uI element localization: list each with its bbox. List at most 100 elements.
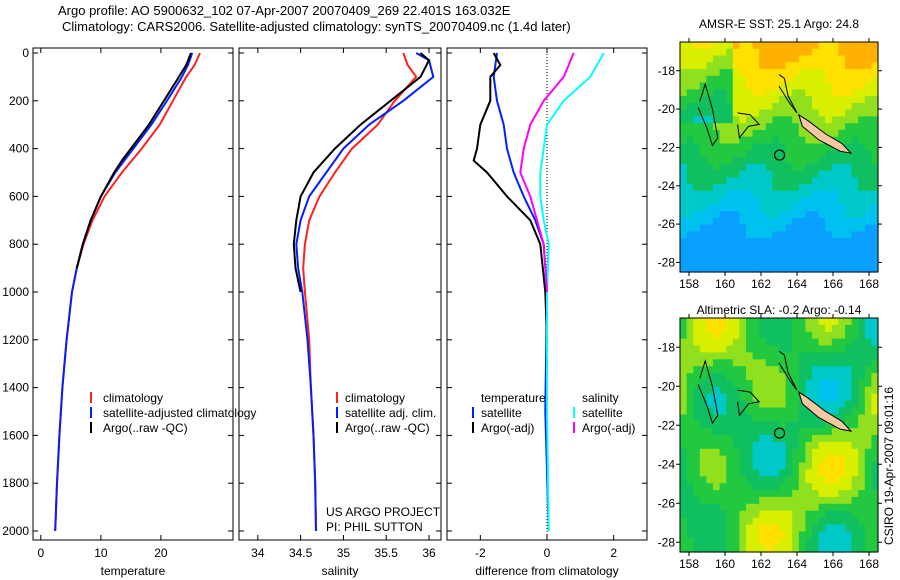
map-cell — [719, 62, 727, 70]
map-cell — [785, 455, 793, 464]
map-cell — [825, 393, 833, 402]
map-cell — [812, 157, 820, 165]
map-cell — [752, 421, 760, 429]
map-cell — [680, 244, 688, 253]
map-cell — [765, 345, 773, 353]
map-cell — [838, 82, 846, 90]
map-cell — [726, 469, 734, 477]
map-cell — [818, 143, 826, 151]
map-cell — [680, 538, 688, 546]
map-cell — [858, 400, 866, 409]
map-cell — [805, 324, 813, 333]
map-cell — [713, 143, 721, 151]
map-cell — [706, 55, 714, 63]
map-cell — [785, 531, 793, 539]
map-cell — [772, 524, 780, 532]
map-cell — [838, 244, 846, 253]
map-cell — [739, 89, 747, 97]
map-cell — [818, 244, 826, 253]
map-cell — [864, 109, 872, 117]
map-cell — [851, 469, 859, 477]
map-cell — [693, 490, 701, 498]
map-cell — [864, 324, 872, 333]
map-cell — [713, 476, 721, 484]
map-cell — [693, 217, 701, 226]
map-cell — [851, 204, 859, 212]
map-cell — [752, 102, 760, 111]
map-cell — [845, 545, 853, 553]
map-cell — [864, 517, 872, 526]
series-line-salinity-argo — [519, 52, 575, 293]
map-cell — [818, 455, 826, 464]
map-cell — [798, 448, 806, 457]
map-cell — [719, 407, 727, 415]
map-cell — [818, 251, 826, 260]
map-cell — [785, 503, 793, 512]
map-cell — [693, 455, 701, 464]
map-cell — [759, 318, 767, 326]
map-cell — [831, 258, 839, 266]
map-cell — [693, 462, 701, 470]
map-cell — [713, 428, 721, 436]
map-cell — [759, 517, 767, 526]
map-cell — [818, 441, 826, 450]
map-cell — [752, 455, 760, 464]
map-cell — [739, 217, 747, 226]
map-cell — [713, 400, 721, 409]
map-cell — [864, 231, 872, 239]
map-cell — [699, 238, 707, 246]
map-cell — [851, 102, 859, 111]
map-cell — [746, 318, 754, 326]
map-cell — [726, 197, 734, 205]
map-cell — [805, 366, 813, 374]
map-cell — [706, 352, 714, 360]
map-cell — [686, 129, 694, 138]
map-cell — [845, 538, 853, 546]
map-cell — [746, 469, 754, 477]
map-cell — [765, 217, 773, 226]
map-cell — [845, 510, 853, 519]
map-cell — [759, 217, 767, 226]
map-cell — [818, 435, 826, 443]
map-cell — [792, 338, 800, 347]
map-cell — [693, 318, 701, 326]
map-cell — [752, 123, 760, 131]
map-cell — [732, 177, 740, 185]
map-cell — [732, 531, 740, 539]
map-cell — [713, 231, 721, 239]
map-cell — [798, 170, 806, 178]
map-cell — [871, 238, 879, 246]
map-cell — [812, 545, 820, 553]
map-cell — [851, 82, 859, 90]
map-cell — [739, 163, 747, 172]
map-cell — [699, 400, 707, 409]
map-cell — [864, 116, 872, 124]
map-cell — [746, 238, 754, 246]
map-cell — [805, 448, 813, 457]
map-cell — [765, 462, 773, 470]
map-title: AMSR-E SST: 25.1 Argo: 24.8 — [699, 17, 859, 31]
map-cell — [798, 531, 806, 539]
map-cell — [779, 428, 787, 436]
map-cell — [732, 483, 740, 491]
map-cell — [713, 345, 721, 353]
map-cell — [818, 476, 826, 484]
map-cell — [680, 211, 688, 219]
map-cell — [732, 545, 740, 553]
map-cell — [693, 524, 701, 532]
map-cell — [719, 136, 727, 145]
map-cell — [812, 55, 820, 63]
map-cell — [838, 428, 846, 436]
map-cell — [845, 244, 853, 253]
map-cell — [686, 96, 694, 104]
map-cell — [726, 352, 734, 360]
map-cell — [838, 129, 846, 138]
map-cell — [719, 400, 727, 409]
map-cell — [779, 265, 787, 273]
map-cell — [779, 414, 787, 422]
map-cell — [838, 352, 846, 360]
map-cell — [759, 204, 767, 212]
map-cell — [792, 163, 800, 172]
map-cell — [713, 331, 721, 340]
map-cell — [680, 62, 688, 70]
